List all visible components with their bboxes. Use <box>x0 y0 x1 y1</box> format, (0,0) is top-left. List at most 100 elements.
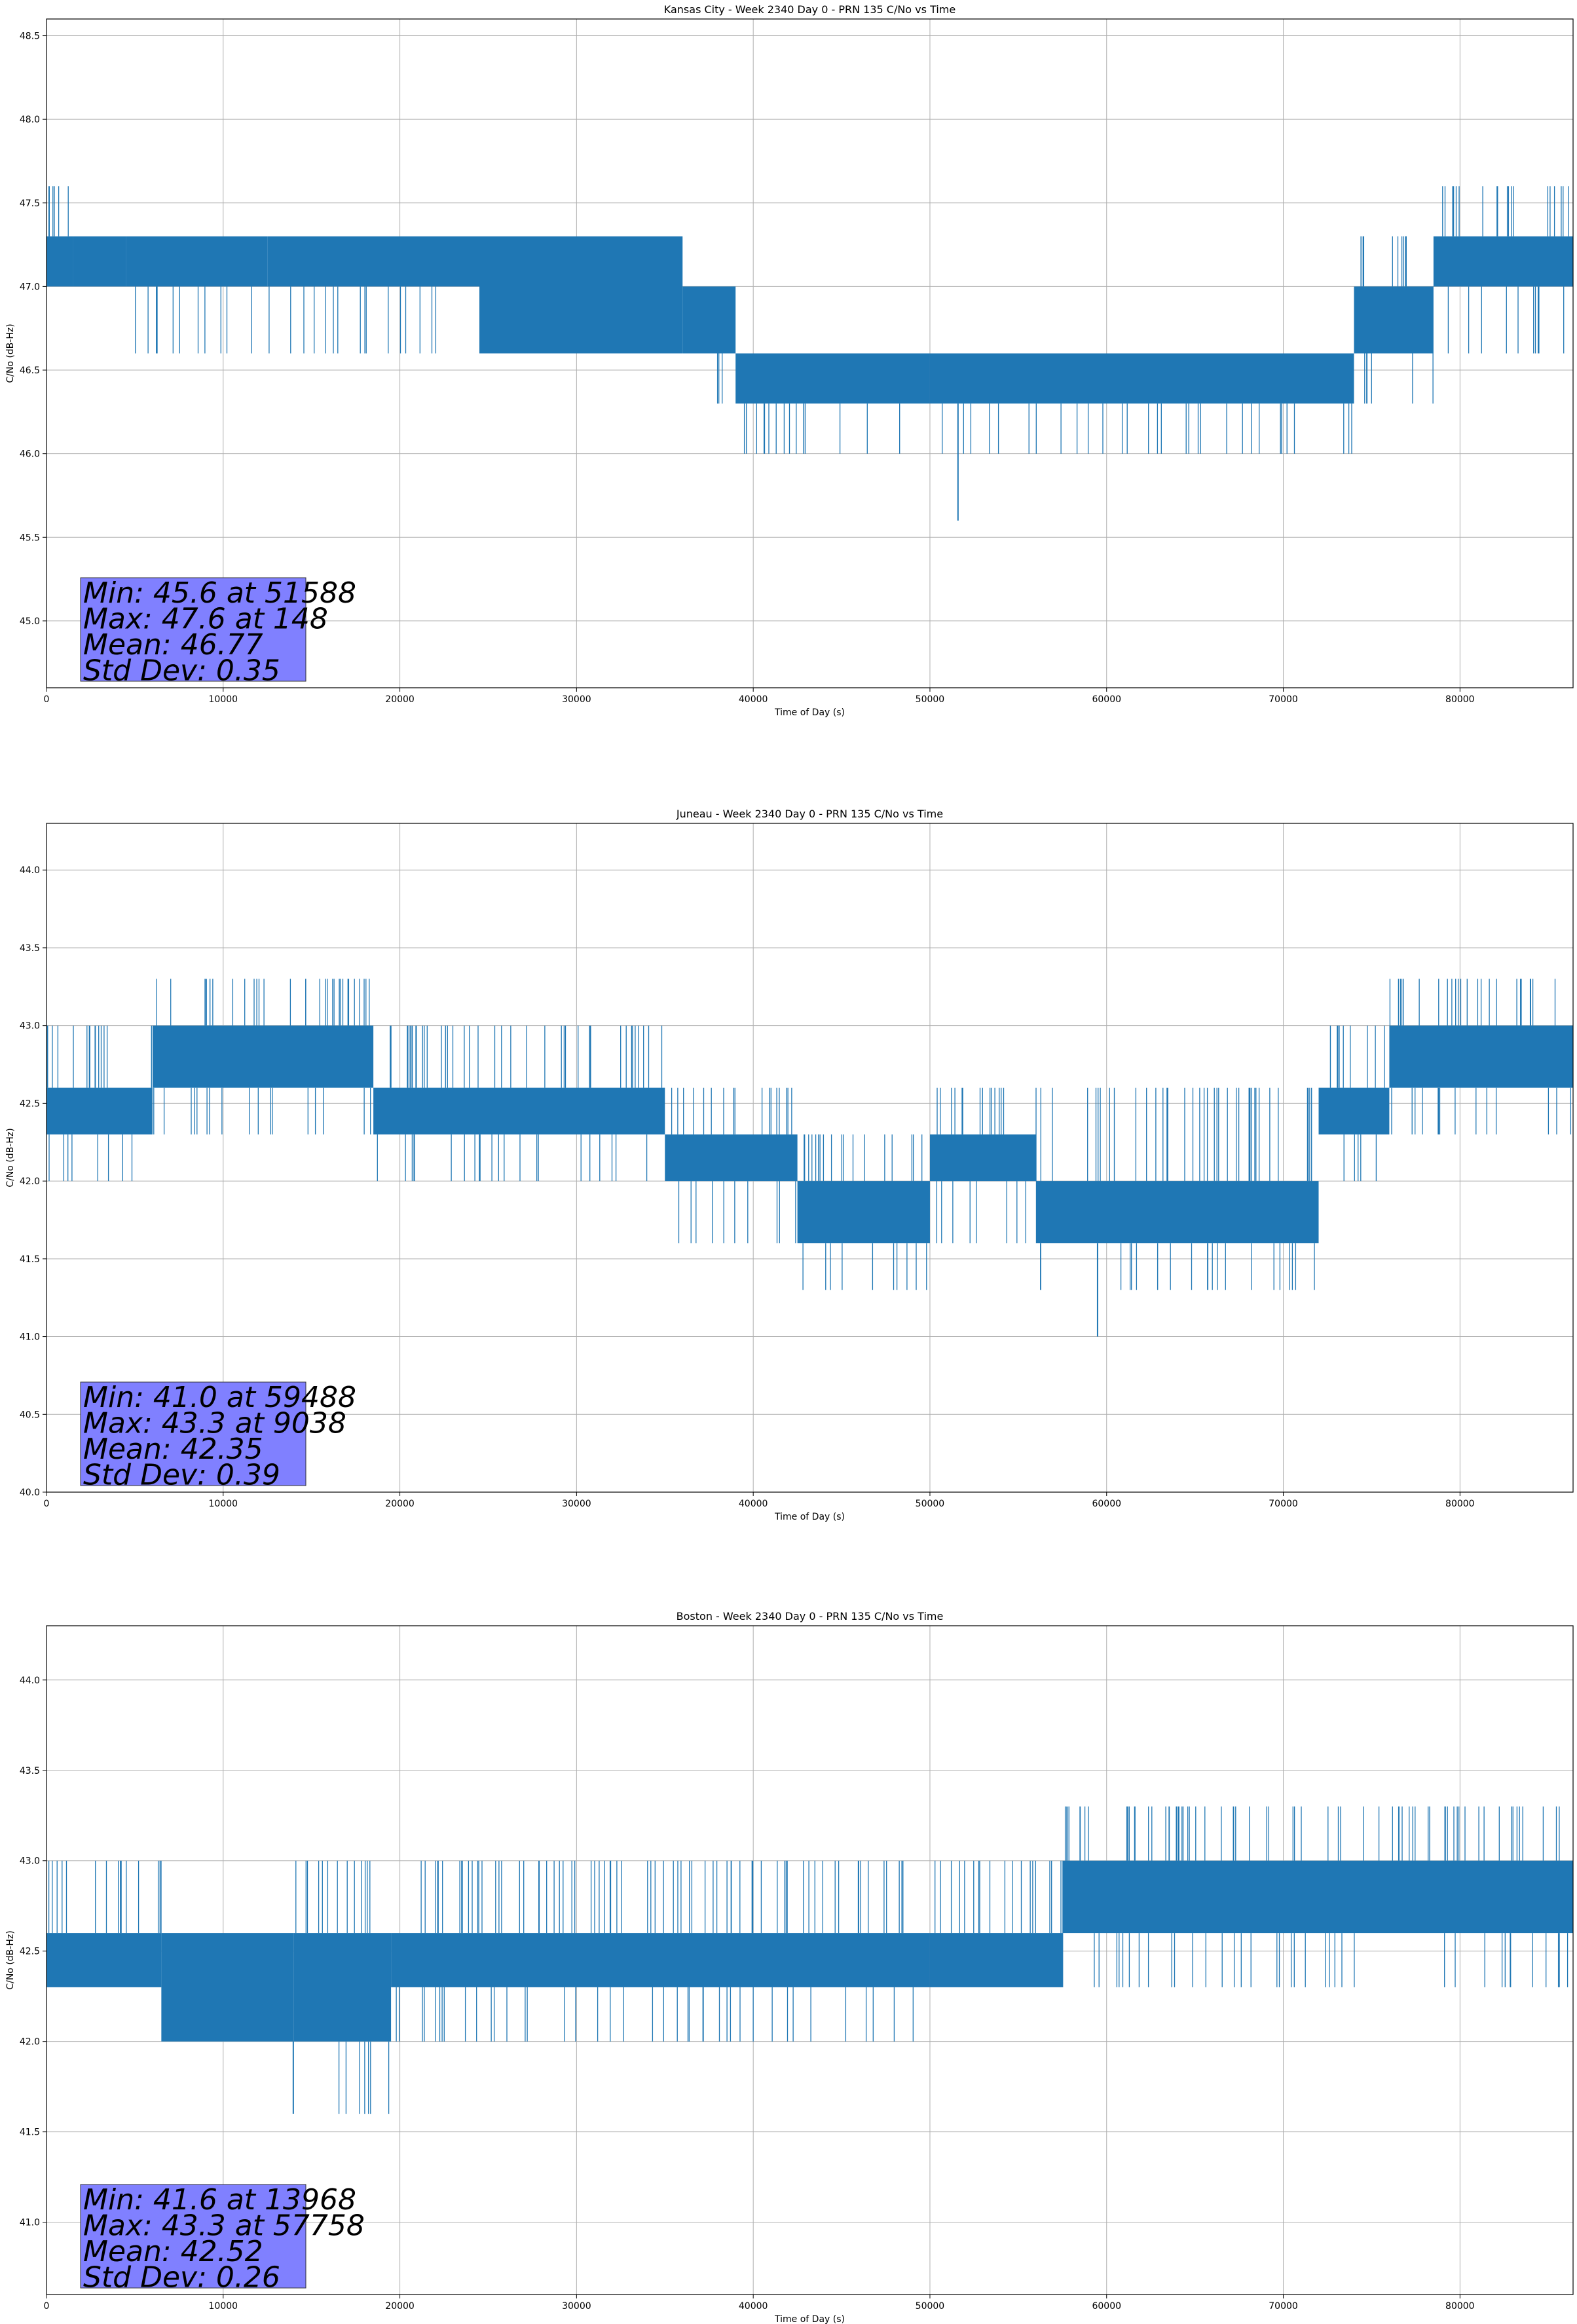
axes-frame <box>46 823 1574 1493</box>
y-tick-label: 42.5 <box>20 1947 40 1957</box>
series-noise <box>135 286 252 354</box>
y-tick-label: 46.5 <box>20 365 40 376</box>
series-band <box>161 1933 294 2042</box>
series-band <box>682 286 736 354</box>
y-tick-label: 41.5 <box>20 2127 40 2138</box>
stat-mean: Mean: 42.52 <box>83 2235 263 2268</box>
y-tick-label: 42.0 <box>20 2037 40 2048</box>
series-band <box>152 1025 374 1088</box>
x-tick-label: 30000 <box>562 694 591 705</box>
series-noise <box>396 1860 914 2042</box>
series-band <box>1318 1087 1390 1134</box>
x-tick-label: 60000 <box>1092 2301 1121 2312</box>
chart-title: Juneau - Week 2340 Day 0 - PRN 135 C/No … <box>676 808 943 820</box>
series-band <box>73 236 126 287</box>
x-tick-label: 30000 <box>562 2301 591 2312</box>
y-tick-label: 42.0 <box>20 1176 40 1187</box>
series-noise <box>46 1025 152 1182</box>
x-tick-label: 0 <box>44 694 50 705</box>
series-band <box>929 1134 1036 1182</box>
x-tick-label: 70000 <box>1269 1499 1298 1509</box>
y-tick-label: 43.0 <box>20 1021 40 1032</box>
chart-panel-juneau: 0 10000 20000 30000 40000 50000 60000 70000 8000… <box>5 808 1574 1522</box>
series-band <box>1035 1181 1319 1244</box>
series-band <box>929 1933 1063 1987</box>
series-noise <box>377 1025 663 1182</box>
y-tick-label: 44.0 <box>20 865 40 876</box>
stat-min: Min: 41.0 at 59488 <box>83 1381 356 1414</box>
series-band <box>1354 286 1434 354</box>
series-noise <box>1360 236 1434 404</box>
y-tick-label: 41.0 <box>20 1332 40 1343</box>
series-noise <box>52 186 69 236</box>
axes-frame <box>46 18 1574 688</box>
series-band <box>126 236 268 287</box>
stats-box <box>80 2184 306 2289</box>
stats-box <box>80 577 306 682</box>
x-tick-label: 20000 <box>385 1499 415 1509</box>
x-tick-label: 10000 <box>209 1499 238 1509</box>
series-noise <box>48 1860 162 1934</box>
series-noise <box>935 1860 1062 1934</box>
stat-mean: Mean: 42.35 <box>83 1433 263 1466</box>
stat-max: Max: 43.3 at 57758 <box>83 2209 365 2243</box>
x-tick-label: 70000 <box>1269 2301 1298 2312</box>
series-noise <box>716 353 723 404</box>
stat-max: Max: 47.6 at 148 <box>83 603 328 636</box>
x-axis-label: Time of Day (s) <box>774 1512 845 1522</box>
series-band <box>46 1087 153 1134</box>
x-tick-label: 20000 <box>385 2301 415 2312</box>
series-noise <box>936 1087 1026 1244</box>
chart-title: Boston - Week 2340 Day 0 - PRN 135 C/No … <box>677 1610 944 1622</box>
x-tick-label: 20000 <box>385 694 415 705</box>
y-axis-label: C/No (dB-Hz) <box>5 1128 16 1187</box>
y-tick-label: 44.0 <box>20 1676 40 1686</box>
y-tick-label: 47.0 <box>20 282 40 292</box>
cno-series <box>46 186 1573 521</box>
series-noise <box>153 979 371 1134</box>
series-band <box>1062 1860 1573 1934</box>
y-tick-label: 43.0 <box>20 1856 40 1867</box>
y-axis-label: C/No (dB-Hz) <box>5 1930 16 1989</box>
y-tick-label: 43.5 <box>20 943 40 954</box>
x-tick-label: 50000 <box>916 1499 945 1509</box>
y-axis-label: C/No (dB-Hz) <box>5 324 16 383</box>
x-tick-label: 30000 <box>562 1499 591 1509</box>
series-band <box>929 353 1354 404</box>
series-noise <box>743 403 900 454</box>
stat-min: Min: 45.6 at 51588 <box>83 576 356 610</box>
x-tick-label: 0 <box>44 1499 50 1509</box>
series-band <box>1433 236 1573 287</box>
x-tick-label: 40000 <box>739 2301 768 2312</box>
y-tick-label: 45.0 <box>20 616 40 627</box>
x-tick-label: 70000 <box>1269 694 1298 705</box>
series-band <box>46 236 73 287</box>
x-tick-label: 10000 <box>209 2301 238 2312</box>
y-tick-label: 47.5 <box>20 198 40 209</box>
chart-title: Kansas City - Week 2340 Day 0 - PRN 135 … <box>664 3 955 16</box>
series-noise <box>1442 186 1569 354</box>
x-tick-label: 40000 <box>739 1499 768 1509</box>
series-band <box>1389 1025 1573 1088</box>
cno-series <box>46 1806 1573 2114</box>
series-band <box>479 236 683 354</box>
series-band <box>665 1134 798 1182</box>
y-tick-label: 40.0 <box>20 1488 40 1498</box>
x-tick-label: 50000 <box>916 694 945 705</box>
y-tick-label: 45.5 <box>20 533 40 543</box>
axes-frame <box>46 1625 1574 2295</box>
series-noise <box>1389 979 1572 1134</box>
x-tick-label: 60000 <box>1092 694 1121 705</box>
x-tick-label: 10000 <box>209 694 238 705</box>
series-noise <box>802 1134 927 1290</box>
x-tick-label: 0 <box>44 2301 50 2312</box>
series-band <box>46 1933 162 1987</box>
x-axis-label: Time of Day (s) <box>774 707 845 718</box>
x-tick-label: 80000 <box>1445 2301 1475 2312</box>
series-band <box>797 1181 930 1244</box>
series-noise <box>1329 1025 1385 1182</box>
y-tick-label: 48.0 <box>20 115 40 125</box>
x-tick-label: 60000 <box>1092 1499 1121 1509</box>
series-noise <box>1035 1087 1315 1290</box>
